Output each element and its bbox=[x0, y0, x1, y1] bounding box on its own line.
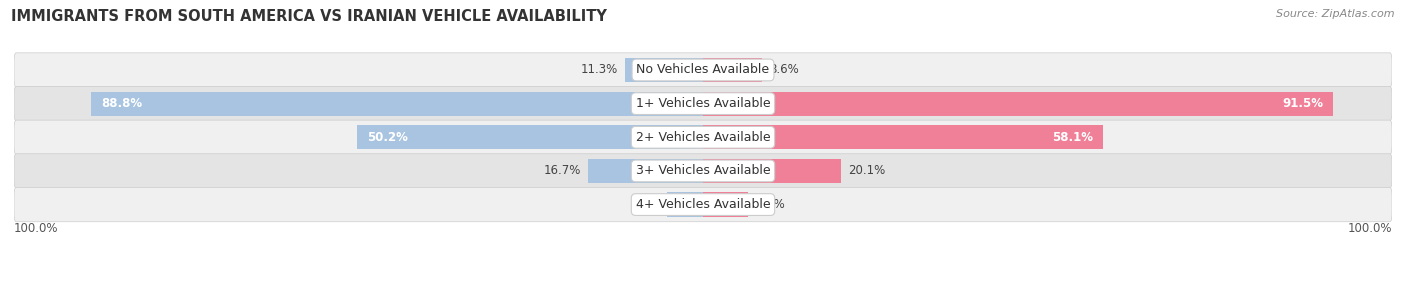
Bar bbox=[703, 159, 841, 183]
FancyBboxPatch shape bbox=[14, 86, 1392, 121]
Text: 2+ Vehicles Available: 2+ Vehicles Available bbox=[636, 131, 770, 144]
Text: No Vehicles Available: No Vehicles Available bbox=[637, 63, 769, 76]
Text: 58.1%: 58.1% bbox=[1052, 131, 1092, 144]
Bar bbox=[703, 58, 762, 82]
Text: 6.5%: 6.5% bbox=[755, 198, 785, 211]
Text: 4+ Vehicles Available: 4+ Vehicles Available bbox=[636, 198, 770, 211]
Bar bbox=[357, 125, 703, 149]
Text: 100.0%: 100.0% bbox=[14, 222, 59, 235]
Text: 8.6%: 8.6% bbox=[769, 63, 799, 76]
Text: 91.5%: 91.5% bbox=[1282, 97, 1323, 110]
Text: 5.2%: 5.2% bbox=[630, 198, 661, 211]
FancyBboxPatch shape bbox=[14, 154, 1392, 188]
Bar bbox=[703, 125, 1104, 149]
Text: 16.7%: 16.7% bbox=[544, 164, 581, 177]
Text: 1+ Vehicles Available: 1+ Vehicles Available bbox=[636, 97, 770, 110]
Bar bbox=[588, 159, 703, 183]
Bar bbox=[668, 192, 703, 217]
FancyBboxPatch shape bbox=[14, 187, 1392, 222]
Text: 88.8%: 88.8% bbox=[101, 97, 142, 110]
Bar bbox=[703, 92, 1333, 116]
Text: 11.3%: 11.3% bbox=[581, 63, 619, 76]
Text: 3+ Vehicles Available: 3+ Vehicles Available bbox=[636, 164, 770, 177]
Legend: Immigrants from South America, Iranian: Immigrants from South America, Iranian bbox=[547, 283, 859, 286]
Bar bbox=[626, 58, 703, 82]
Text: 50.2%: 50.2% bbox=[367, 131, 408, 144]
Bar bbox=[91, 92, 703, 116]
FancyBboxPatch shape bbox=[14, 120, 1392, 154]
Bar bbox=[703, 192, 748, 217]
Text: IMMIGRANTS FROM SOUTH AMERICA VS IRANIAN VEHICLE AVAILABILITY: IMMIGRANTS FROM SOUTH AMERICA VS IRANIAN… bbox=[11, 9, 607, 23]
Text: 20.1%: 20.1% bbox=[848, 164, 886, 177]
Text: Source: ZipAtlas.com: Source: ZipAtlas.com bbox=[1277, 9, 1395, 19]
FancyBboxPatch shape bbox=[14, 53, 1392, 87]
Text: 100.0%: 100.0% bbox=[1347, 222, 1392, 235]
